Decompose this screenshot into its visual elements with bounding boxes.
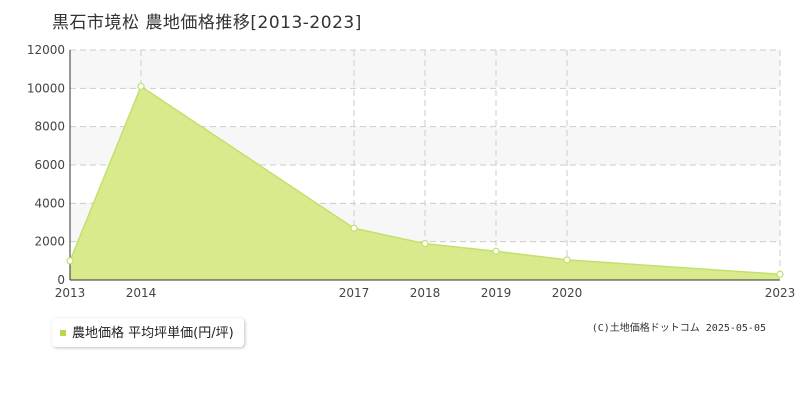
- series-area: [70, 86, 780, 281]
- data-point: [66, 257, 74, 265]
- x-tick-label: 2013: [55, 286, 86, 300]
- y-tick-label: 10000: [27, 81, 65, 95]
- data-point: [350, 224, 358, 232]
- legend-series-label: 農地価格 平均坪単価(円/坪): [72, 326, 234, 341]
- legend: 農地価格 平均坪単価(円/坪): [52, 318, 244, 347]
- y-tick-label: 12000: [27, 43, 65, 57]
- data-point: [421, 239, 429, 248]
- data-point: [137, 82, 145, 91]
- y-tick-label: 6000: [34, 158, 65, 172]
- x-tick-label: 2018: [410, 286, 441, 300]
- x-tick-label: 2014: [126, 286, 157, 300]
- y-tick-label: 0: [57, 273, 65, 287]
- y-tick-label: 8000: [34, 120, 65, 134]
- data-point: [492, 247, 500, 255]
- data-point: [563, 256, 571, 264]
- y-tick-label: 4000: [34, 196, 65, 210]
- data-point: [776, 270, 784, 278]
- x-tick-label: 2017: [339, 286, 370, 300]
- x-tick-label: 2023: [765, 286, 796, 300]
- x-tick-label: 2019: [481, 286, 512, 300]
- chart-title: 黒石市境松 農地価格推移[2013-2023]: [52, 13, 362, 33]
- legend-swatch: [60, 329, 66, 336]
- x-tick-label: 2020: [552, 286, 583, 300]
- y-tick-label: 2000: [34, 235, 65, 249]
- copyright-credit: (C)土地価格ドットコム 2025-05-05: [591, 323, 766, 334]
